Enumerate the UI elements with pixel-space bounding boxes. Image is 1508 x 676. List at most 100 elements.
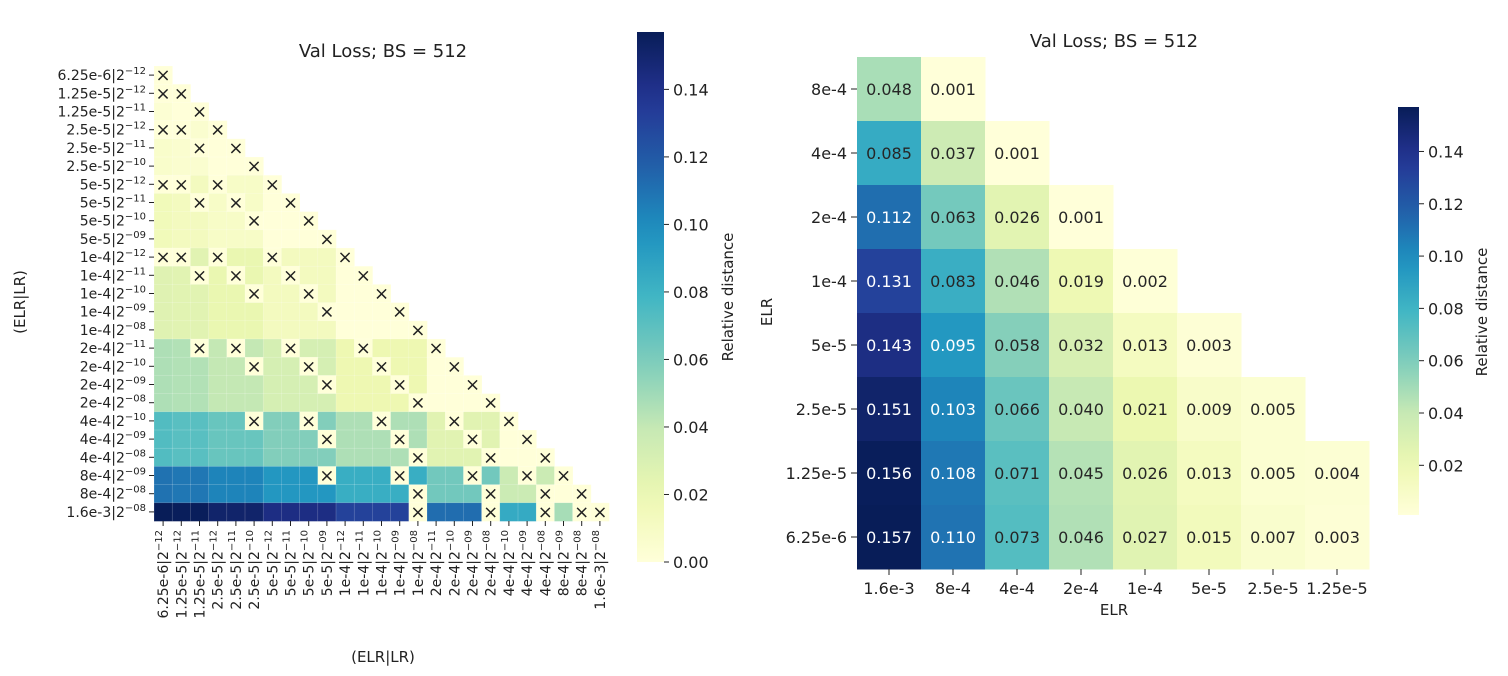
heatmap-cell — [244, 375, 264, 395]
x-tick-exp: −09 — [555, 530, 566, 551]
heatmap-cell — [153, 484, 173, 504]
heatmap-cell — [281, 247, 301, 267]
x-tick-elr: 4e-4 — [502, 565, 518, 597]
x-tick-lr: 2 — [356, 551, 372, 560]
y-tick-label: 1e-4|2−12 — [80, 248, 146, 266]
y-tick-lr: 2 — [116, 378, 125, 394]
x-tick-exp: −08 — [591, 530, 602, 551]
y-tick-label: 4e-4 — [811, 144, 847, 163]
y-tick-lr: 2 — [116, 196, 125, 212]
heatmap-cell — [335, 284, 355, 304]
x-tick-lr: 2 — [247, 551, 263, 560]
mask-marker: × — [156, 120, 171, 141]
right-y-axis-label: ELR — [758, 298, 776, 326]
y-tick-exp: −08 — [125, 394, 146, 405]
heatmap-cell — [1049, 377, 1114, 442]
heatmap-cell — [281, 429, 301, 449]
y-tick-exp: −09 — [125, 430, 146, 441]
heatmap-cell — [463, 447, 483, 468]
x-tick-lr: 2 — [302, 551, 318, 560]
heatmap-cell — [226, 484, 246, 504]
heatmap-cell — [244, 302, 264, 322]
x-tick-exp: −12 — [263, 530, 274, 551]
cell-value-label: 0.002 — [1122, 272, 1168, 291]
heatmap-cell — [353, 466, 374, 486]
x-tick-exp: −10 — [245, 530, 256, 551]
cell-value-label: 0.103 — [930, 400, 976, 419]
heatmap-cell — [317, 447, 337, 468]
mask-marker: × — [174, 174, 189, 195]
left-colorbar-tick-label: 0.14 — [673, 80, 709, 99]
x-tick-elr: 1.6e-3 — [593, 565, 609, 610]
heatmap-cell — [190, 502, 210, 522]
heatmap-cell — [153, 375, 173, 395]
y-tick-elr: 2.5e-5 — [66, 141, 111, 157]
y-tick-elr: 8e-4 — [80, 469, 112, 485]
y-tick-lr: 2 — [116, 105, 125, 121]
x-tick-label: 8e-4|2−09 — [555, 530, 573, 596]
cell-value-label: 0.083 — [930, 272, 976, 291]
mask-marker: × — [410, 320, 425, 341]
cell-value-label: 0.003 — [1314, 528, 1360, 547]
y-tick-exp: −12 — [125, 248, 146, 259]
y-tick-exp: −11 — [125, 139, 146, 150]
x-tick-lr: 2 — [193, 551, 209, 560]
y-tick-lr: 2 — [116, 86, 125, 102]
x-tick-label: 2.5e-5|2−11 — [227, 530, 245, 610]
x-tick-lr: 2 — [393, 551, 409, 560]
y-tick-lr: 2 — [116, 450, 125, 466]
right-colorbar-tick-label: 0.06 — [1428, 352, 1464, 371]
y-tick-label: 1.25e-5 — [786, 464, 847, 483]
heatmap-cell — [1241, 505, 1306, 570]
x-tick-exp: −11 — [191, 530, 202, 551]
mask-marker: × — [429, 338, 444, 359]
x-tick-lr: 2 — [375, 551, 391, 560]
x-tick-exp: −11 — [282, 530, 293, 551]
y-tick-exp: −10 — [125, 157, 146, 168]
cell-value-label: 0.001 — [1058, 208, 1104, 227]
heatmap-cell — [208, 447, 228, 468]
y-tick-exp: −09 — [125, 467, 146, 478]
heatmap-cell — [372, 484, 392, 504]
y-tick-elr: 1e-4 — [80, 287, 112, 303]
mask-marker: × — [156, 83, 171, 104]
cell-value-label: 0.108 — [930, 464, 976, 483]
mask-marker: × — [247, 211, 262, 232]
heatmap-cell — [1305, 441, 1370, 506]
heatmap-cell — [226, 356, 246, 377]
heatmap-cell — [499, 502, 519, 522]
heatmap-cell — [190, 393, 210, 413]
x-tick-elr: 1e-4 — [393, 565, 409, 597]
x-tick-elr: 1.25e-5 — [174, 565, 190, 619]
y-tick-lr: 2 — [116, 214, 125, 230]
heatmap-cell — [190, 174, 210, 195]
y-tick-exp: −08 — [125, 485, 146, 496]
heatmap-cell — [226, 375, 246, 395]
x-tick-label: 4e-4|2−09 — [518, 530, 536, 596]
cell-value-label: 0.026 — [994, 208, 1040, 227]
heatmap-cell — [190, 484, 210, 504]
x-tick-exp: −09 — [318, 530, 329, 551]
y-tick-label: 1.25e-5|2−12 — [58, 84, 147, 102]
cell-value-label: 0.085 — [866, 144, 912, 163]
x-tick-exp: −10 — [300, 530, 311, 551]
heatmap-cell — [1305, 505, 1370, 570]
heatmap-cell — [262, 193, 283, 213]
heatmap-cell — [857, 441, 922, 506]
heatmap-cell — [390, 502, 410, 522]
heatmap-cell — [317, 356, 337, 377]
heatmap-cell — [171, 375, 192, 395]
heatmap-cell — [171, 429, 192, 449]
heatmap-cell — [299, 302, 319, 322]
cell-value-label: 0.151 — [866, 400, 912, 419]
x-tick-label: 2.5e-5|2−12 — [209, 530, 227, 610]
mask-marker: × — [483, 393, 498, 414]
y-tick-elr: 2e-4 — [80, 359, 112, 375]
y-tick-exp: −12 — [125, 121, 146, 132]
heatmap-cell — [208, 484, 228, 504]
cell-value-label: 0.007 — [1250, 528, 1296, 547]
heatmap-cell — [171, 265, 192, 286]
y-tick-elr: 4e-4 — [80, 432, 112, 448]
heatmap-cell — [921, 185, 986, 250]
heatmap-cell — [190, 211, 210, 231]
